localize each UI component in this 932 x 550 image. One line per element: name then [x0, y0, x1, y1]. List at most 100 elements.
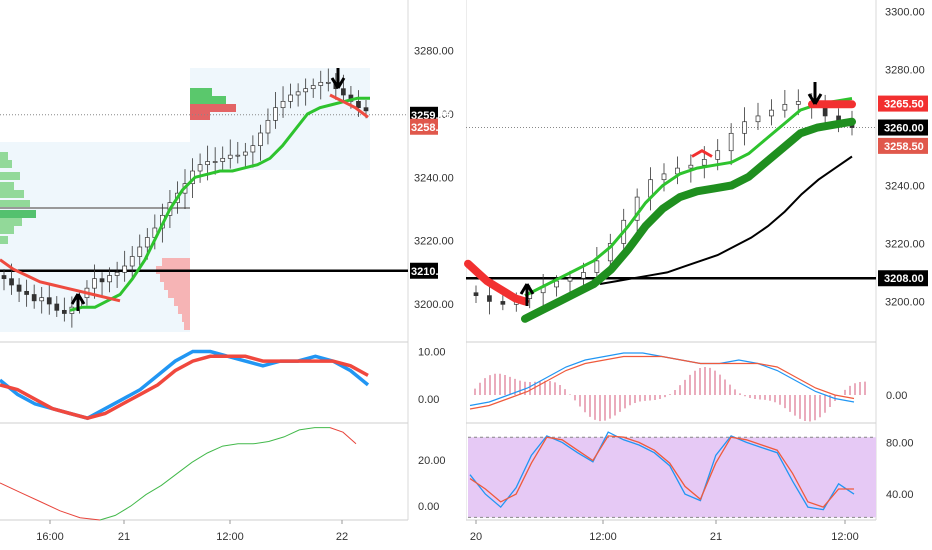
volume-bar: [168, 290, 190, 298]
volume-bar: [0, 200, 30, 208]
price-tick-label: 3280.00: [885, 65, 925, 77]
candle-body: [235, 154, 241, 157]
oscillator-2-tick: 80.00: [886, 437, 914, 449]
candle-body: [742, 121, 747, 134]
candle-body: [295, 91, 301, 96]
candle-body: [129, 256, 135, 267]
candle-body: [31, 294, 37, 302]
oscillator-2-series-line: [0, 482, 101, 521]
candle-body: [782, 103, 788, 111]
candle-body: [755, 115, 761, 123]
oscillator-1-series-line: [469, 352, 855, 407]
candle-body: [280, 100, 286, 109]
buy-signal-arrow: [70, 293, 86, 311]
volume-bar: [0, 236, 8, 244]
candle-body: [715, 150, 721, 160]
trail-support-line: [69, 96, 370, 312]
price-label-bg: [878, 137, 928, 154]
volume-bar: [178, 306, 190, 314]
oscillator-2-series-line: [469, 431, 855, 511]
candle-body: [212, 161, 218, 163]
trail-resistance-line: [0, 258, 121, 303]
candle-body: [500, 301, 506, 305]
candle-body: [325, 81, 331, 84]
volume-bar: [0, 172, 20, 180]
price-label: 3265.50: [884, 99, 924, 111]
trail-support-inner-line: [524, 97, 853, 297]
price-tick-label: 3280.00: [414, 46, 454, 58]
candle-body: [197, 164, 203, 172]
oscillator-2-tick: 20.00: [418, 455, 446, 467]
oscillator-1-series-line: [0, 354, 369, 421]
candle-body: [318, 81, 324, 86]
price-tick-label: 3240.00: [414, 172, 454, 184]
price-tick-label: 3200.00: [414, 299, 454, 311]
volume-bar: [190, 104, 236, 112]
candle-body: [594, 260, 600, 273]
candle-body: [688, 164, 694, 169]
oscillator-1-tick: 10.00: [418, 347, 446, 359]
candle-body: [137, 246, 143, 257]
oscillator-1-tick: 0.00: [418, 394, 439, 406]
candle-body: [567, 277, 573, 282]
candle-body: [701, 159, 707, 166]
volume-bar: [0, 182, 14, 190]
candle-body: [205, 161, 210, 166]
price-label-bg: [878, 119, 928, 136]
volume-bar: [0, 152, 8, 160]
time-tick-label: 22: [336, 531, 348, 543]
candle-body: [250, 145, 256, 153]
price-label: 3258.50: [884, 141, 924, 153]
oscillator-2-tick: 0.00: [418, 501, 439, 513]
candle-body: [795, 101, 801, 105]
candle-body: [265, 119, 271, 134]
candle-body: [581, 272, 586, 279]
time-tick-label: 21: [118, 531, 130, 543]
time-tick-label: 12:00: [831, 531, 859, 543]
candle-body: [303, 88, 309, 93]
volume-bar: [0, 226, 14, 234]
time-tick-label: 16:00: [36, 531, 64, 543]
candle-body: [144, 237, 150, 248]
volume-bar: [0, 160, 12, 168]
candle-body: [220, 157, 226, 162]
price-label-bg: [410, 118, 438, 135]
oscillator-2-series-line: [99, 427, 330, 521]
oscillator-2-series-line: [469, 435, 854, 508]
candle-body: [61, 309, 67, 314]
price-tick-label: 3240.00: [885, 180, 925, 192]
oscillator-2-tick: 40.00: [886, 489, 914, 501]
candle-body: [114, 271, 120, 276]
volume-bar: [162, 258, 190, 266]
price-tick-label: 3200.00: [885, 296, 925, 308]
price-label: 3210.50: [411, 266, 451, 278]
volume-bar: [182, 314, 190, 322]
candle-body: [39, 297, 45, 302]
buy-signal-arrow: [519, 283, 535, 306]
oscillator-2-series-line: [329, 427, 357, 445]
candle-body: [363, 107, 369, 112]
volume-bar: [160, 274, 190, 282]
candle-body: [9, 278, 14, 286]
oscillator-1-series-line: [469, 355, 855, 410]
moving-average-line: [599, 155, 853, 285]
volume-bar: [184, 322, 190, 330]
time-tick-label: 12:00: [216, 531, 244, 543]
trail-resistance-line: [464, 259, 529, 306]
candle-body: [24, 290, 29, 295]
oscillator-1-tick: 0.00: [886, 390, 907, 402]
candle-body: [273, 107, 278, 121]
price-label-bg: [878, 270, 928, 287]
price-tick-label: 3220.00: [885, 238, 925, 250]
price-label: 3260.00: [884, 123, 924, 135]
candle-body: [92, 278, 97, 289]
price-label: 3258.50: [411, 122, 451, 134]
trail-support-line: [521, 117, 856, 323]
time-tick-label: 21: [710, 531, 722, 543]
price-label: 3208.00: [884, 273, 924, 285]
volume-bar: [0, 190, 24, 198]
price-label-bg: [878, 95, 928, 112]
candle-body: [310, 85, 316, 90]
candle-body: [258, 132, 263, 147]
